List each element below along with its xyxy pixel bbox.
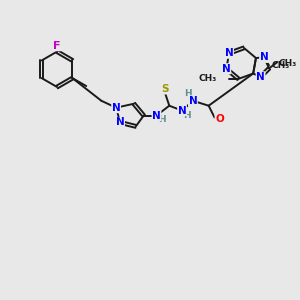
Text: N: N	[188, 96, 197, 106]
Text: N: N	[116, 117, 124, 128]
Text: N: N	[225, 48, 233, 58]
Text: N: N	[222, 64, 231, 74]
Text: CH₃: CH₃	[199, 74, 217, 83]
Text: H: H	[184, 89, 192, 98]
Text: N: N	[112, 103, 121, 113]
Text: CH₃: CH₃	[279, 59, 297, 68]
Text: O: O	[215, 115, 224, 124]
Text: CH₃: CH₃	[272, 61, 290, 70]
Text: N: N	[256, 72, 265, 82]
Text: S: S	[162, 84, 169, 94]
Text: F: F	[53, 41, 61, 51]
Text: H: H	[159, 115, 166, 124]
Text: N: N	[178, 106, 187, 116]
Text: N: N	[260, 52, 268, 62]
Text: H: H	[183, 111, 191, 120]
Text: N: N	[152, 111, 161, 121]
